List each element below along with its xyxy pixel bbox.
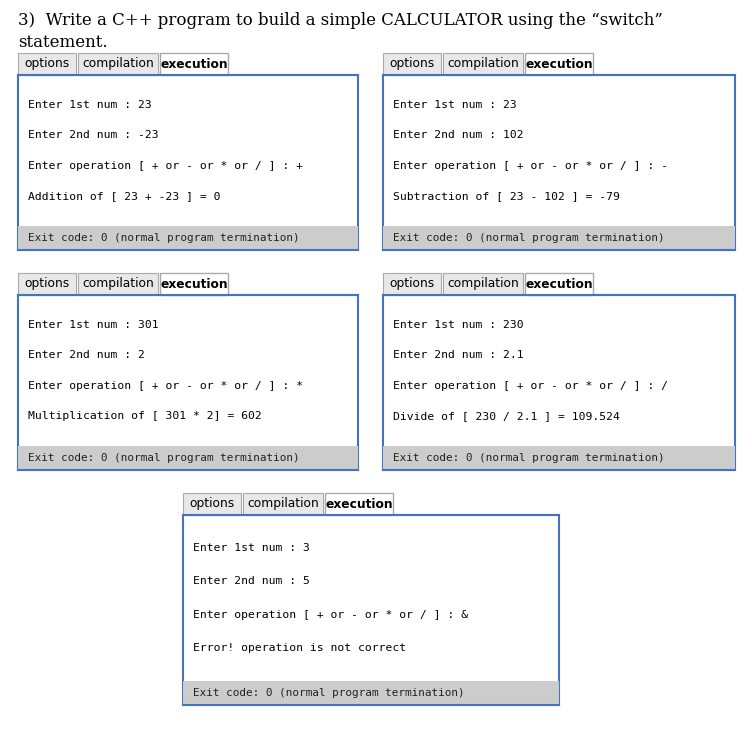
Text: execution: execution	[525, 277, 593, 291]
Text: options: options	[24, 277, 70, 291]
Text: compilation: compilation	[247, 498, 319, 510]
Text: execution: execution	[325, 498, 393, 510]
Text: options: options	[390, 58, 435, 70]
Text: Exit code: 0 (normal program termination): Exit code: 0 (normal program termination…	[393, 233, 665, 243]
Text: Enter 1st num : 3: Enter 1st num : 3	[193, 543, 310, 553]
Bar	[18, 446, 358, 470]
Text: Enter operation [ + or - or * or / ] : /: Enter operation [ + or - or * or / ] : /	[393, 381, 668, 391]
Text: Enter 2nd num : 102: Enter 2nd num : 102	[393, 130, 523, 141]
Text: Error! operation is not correct: Error! operation is not correct	[193, 643, 406, 653]
Bar	[78, 53, 158, 75]
Text: execution: execution	[160, 277, 228, 291]
Text: compilation: compilation	[447, 58, 519, 70]
Bar	[383, 53, 441, 75]
Bar	[443, 53, 523, 75]
Bar	[160, 273, 228, 295]
Bar	[18, 53, 76, 75]
Bar	[383, 295, 735, 470]
Bar	[325, 493, 393, 515]
Text: Enter operation [ + or - or * or / ] : *: Enter operation [ + or - or * or / ] : *	[28, 381, 303, 391]
Text: Exit code: 0 (normal program termination): Exit code: 0 (normal program termination…	[28, 233, 299, 243]
Bar	[383, 75, 735, 250]
Text: compilation: compilation	[82, 277, 154, 291]
Bar	[183, 681, 559, 705]
Text: Enter operation [ + or - or * or / ] : &: Enter operation [ + or - or * or / ] : &	[193, 610, 468, 619]
Text: Exit code: 0 (normal program termination): Exit code: 0 (normal program termination…	[393, 453, 665, 463]
Text: Exit code: 0 (normal program termination): Exit code: 0 (normal program termination…	[28, 453, 299, 463]
Text: Enter 2nd num : 5: Enter 2nd num : 5	[193, 576, 310, 586]
Text: Enter 2nd num : 2: Enter 2nd num : 2	[28, 351, 145, 360]
Bar	[383, 226, 735, 250]
Bar	[18, 295, 358, 470]
Text: 3)  Write a C++ program to build a simple CALCULATOR using the “switch”: 3) Write a C++ program to build a simple…	[18, 12, 663, 29]
Text: options: options	[190, 498, 235, 510]
Text: options: options	[24, 58, 70, 70]
Text: Enter 2nd num : 2.1: Enter 2nd num : 2.1	[393, 351, 523, 360]
Bar	[443, 273, 523, 295]
Text: compilation: compilation	[447, 277, 519, 291]
Text: Enter 2nd num : -23: Enter 2nd num : -23	[28, 130, 159, 141]
Text: Enter 1st num : 230: Enter 1st num : 230	[393, 320, 523, 330]
Bar	[183, 493, 241, 515]
Bar	[383, 273, 441, 295]
Text: Enter operation [ + or - or * or / ] : -: Enter operation [ + or - or * or / ] : -	[393, 160, 668, 171]
Bar	[383, 446, 735, 470]
Text: compilation: compilation	[82, 58, 154, 70]
Text: Enter operation [ + or - or * or / ] : +: Enter operation [ + or - or * or / ] : +	[28, 160, 303, 171]
Bar	[243, 493, 323, 515]
Bar	[18, 75, 358, 250]
Text: execution: execution	[525, 58, 593, 70]
Text: Addition of [ 23 + -23 ] = 0: Addition of [ 23 + -23 ] = 0	[28, 191, 220, 201]
Text: Divide of [ 230 / 2.1 ] = 109.524: Divide of [ 230 / 2.1 ] = 109.524	[393, 411, 620, 421]
Text: Subtraction of [ 23 - 102 ] = -79: Subtraction of [ 23 - 102 ] = -79	[393, 191, 620, 201]
Text: Enter 1st num : 301: Enter 1st num : 301	[28, 320, 159, 330]
Bar	[18, 273, 76, 295]
Text: Enter 1st num : 23: Enter 1st num : 23	[28, 100, 152, 111]
Text: options: options	[390, 277, 435, 291]
Bar	[78, 273, 158, 295]
Bar	[525, 53, 593, 75]
Bar	[525, 273, 593, 295]
Bar	[183, 515, 559, 705]
Text: Exit code: 0 (normal program termination): Exit code: 0 (normal program termination…	[193, 688, 465, 698]
Text: statement.: statement.	[18, 34, 108, 51]
Text: Enter 1st num : 23: Enter 1st num : 23	[393, 100, 517, 111]
Text: Multiplication of [ 301 * 2] = 602: Multiplication of [ 301 * 2] = 602	[28, 411, 262, 421]
Bar	[160, 53, 228, 75]
Text: execution: execution	[160, 58, 228, 70]
Bar	[18, 226, 358, 250]
